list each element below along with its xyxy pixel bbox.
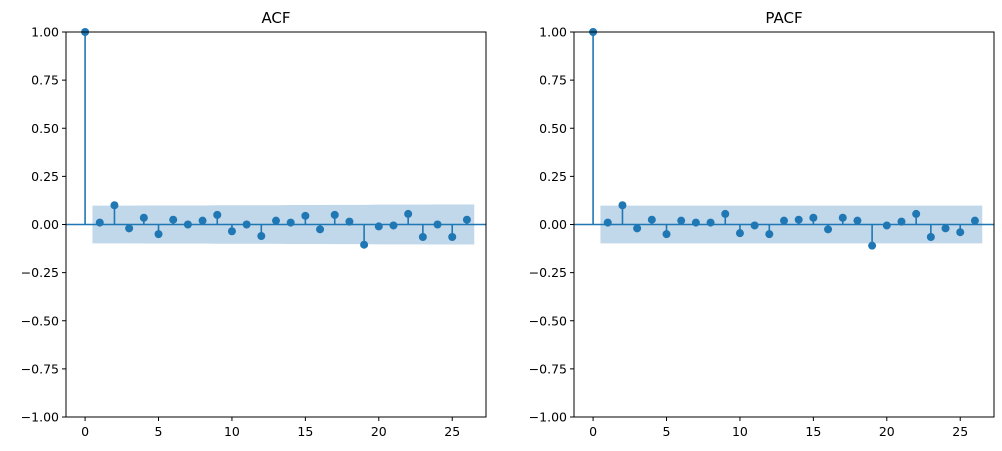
pacf-marker-lag-19 <box>868 241 877 250</box>
acf-marker-lag-3 <box>125 224 134 233</box>
acf-xtick-label: 25 <box>444 424 460 439</box>
acf-marker-lag-2 <box>110 201 119 210</box>
acf-marker-lag-16 <box>316 225 325 234</box>
pacf-xtick-label: 25 <box>952 424 968 439</box>
acf-chart-title: ACF <box>261 9 290 27</box>
acf-marker-lag-11 <box>242 220 251 229</box>
acf-ytick-label: 0.50 <box>31 121 59 136</box>
acf-marker-lag-17 <box>330 210 339 219</box>
acf-ytick-label: 0.25 <box>31 169 59 184</box>
acf-marker-lag-20 <box>374 222 383 231</box>
pacf-marker-lag-24 <box>941 224 950 233</box>
acf-xtick-label: 0 <box>81 424 89 439</box>
acf-marker-lag-13 <box>272 216 280 225</box>
pacf-ytick-label: −0.75 <box>529 361 567 376</box>
pacf-marker-lag-6 <box>677 216 686 225</box>
acf-ytick-label: −0.75 <box>21 361 59 376</box>
acf-marker-lag-25 <box>448 233 457 242</box>
acf-marker-lag-15 <box>301 211 310 220</box>
acf-ytick-label: −0.50 <box>21 313 59 328</box>
pacf-xtick-label: 20 <box>879 424 895 439</box>
pacf-xtick-label: 15 <box>805 424 821 439</box>
pacf-ytick-label: 1.00 <box>539 25 567 40</box>
pacf-ytick-label: 0.75 <box>539 73 567 88</box>
pacf-chart-title: PACF <box>765 9 802 27</box>
acf-marker-lag-8 <box>198 216 207 225</box>
pacf-marker-lag-5 <box>662 230 671 239</box>
pacf-marker-lag-7 <box>691 218 700 227</box>
acf-ytick-label: −1.00 <box>21 410 59 425</box>
pacf-marker-lag-4 <box>647 215 656 224</box>
pacf-marker-lag-14 <box>794 215 803 224</box>
acf-marker-lag-18 <box>345 217 354 226</box>
acf-ytick-label: −0.25 <box>21 265 59 280</box>
pacf-marker-lag-20 <box>882 221 891 230</box>
pacf-marker-lag-12 <box>765 230 774 239</box>
acf-marker-lag-14 <box>286 218 295 227</box>
pacf-marker-lag-8 <box>706 218 715 227</box>
pacf-ytick-label: −0.25 <box>529 265 567 280</box>
pacf-marker-lag-22 <box>912 209 921 218</box>
acf-xtick-label: 10 <box>224 424 240 439</box>
acf-ytick-label: 0.75 <box>31 73 59 88</box>
pacf-xtick-label: 0 <box>589 424 597 439</box>
pacf-marker-lag-1 <box>603 218 612 227</box>
acf-panel: 0 5 10 15 20 25 −1.00 −0.75 −0.50 −0.25 0.00 0.25 0.… <box>21 9 487 439</box>
pacf-marker-lag-23 <box>926 233 935 242</box>
acf-marker-lag-26 <box>462 215 471 224</box>
pacf-marker-lag-25 <box>956 228 965 237</box>
acf-ytick-label: 0.00 <box>31 217 59 232</box>
acf-marker-lag-19 <box>360 240 369 249</box>
pacf-ytick-label: 0.00 <box>539 217 567 232</box>
acf-marker-lag-23 <box>418 233 427 242</box>
pacf-marker-lag-9 <box>721 209 730 218</box>
pacf-marker-lag-13 <box>780 216 788 225</box>
acf-marker-lag-7 <box>183 220 192 229</box>
pacf-marker-lag-17 <box>838 213 847 222</box>
acf-xtick-label: 15 <box>297 424 313 439</box>
acf-xtick-label: 5 <box>155 424 163 439</box>
pacf-panel: 0 5 10 15 20 25 −1.00 −0.75 −0.50 −0.25 0.00 0.25 0.… <box>529 9 995 439</box>
pacf-marker-lag-10 <box>735 229 744 238</box>
pacf-xtick-label: 5 <box>663 424 671 439</box>
pacf-marker-lag-18 <box>853 216 862 225</box>
pacf-marker-lag-26 <box>970 216 979 225</box>
acf-marker-lag-4 <box>139 213 148 222</box>
pacf-ytick-label: −0.50 <box>529 313 567 328</box>
pacf-marker-lag-21 <box>897 217 906 226</box>
pacf-marker-lag-3 <box>633 224 642 233</box>
pacf-ytick-label: 0.50 <box>539 121 567 136</box>
pacf-xtick-label: 10 <box>732 424 748 439</box>
pacf-marker-lag-11 <box>750 221 759 230</box>
acf-marker-lag-6 <box>169 215 178 224</box>
acf-marker-lag-12 <box>257 232 266 241</box>
acf-ytick-label: 1.00 <box>31 25 59 40</box>
pacf-marker-lag-2 <box>618 201 627 210</box>
pacf-ytick-label: 0.25 <box>539 169 567 184</box>
acf-marker-lag-22 <box>404 209 413 218</box>
acf-marker-lag-5 <box>154 230 163 239</box>
acf-marker-lag-1 <box>95 218 104 227</box>
pacf-ytick-label: −1.00 <box>529 410 567 425</box>
acf-marker-lag-21 <box>389 221 398 230</box>
acf-marker-lag-24 <box>433 220 442 229</box>
acf-marker-lag-9 <box>213 210 222 219</box>
pacf-marker-lag-16 <box>824 225 833 234</box>
acf-xtick-label: 20 <box>371 424 387 439</box>
acf-marker-lag-10 <box>227 227 236 236</box>
pacf-marker-lag-15 <box>809 213 818 222</box>
